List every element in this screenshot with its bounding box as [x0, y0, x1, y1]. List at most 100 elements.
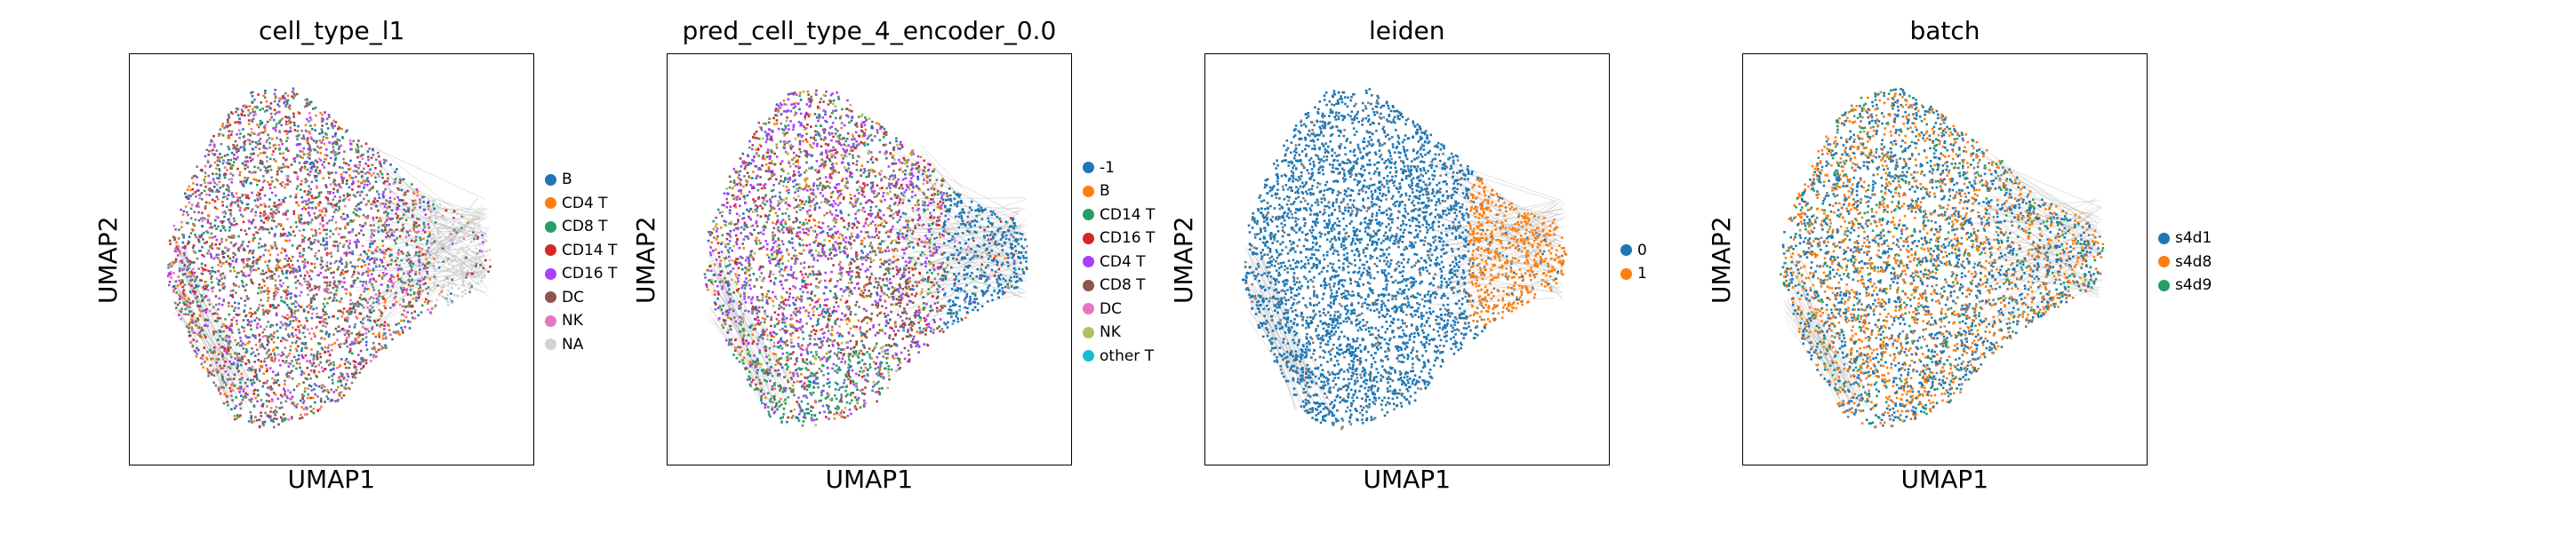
data-point: [372, 289, 376, 291]
data-point: [206, 159, 210, 163]
data-point: [259, 255, 262, 259]
data-point: [188, 201, 191, 204]
data-point: [183, 263, 187, 266]
data-point: [305, 346, 308, 350]
data-point: [352, 219, 356, 222]
legend-swatch: [545, 244, 556, 256]
data-point: [407, 304, 411, 306]
data-point: [300, 283, 303, 287]
data-point: [264, 217, 268, 220]
data-point: [439, 236, 443, 239]
data-point: [407, 283, 411, 287]
data-point: [355, 204, 358, 208]
data-point: [259, 131, 261, 134]
data-point: [247, 241, 251, 243]
data-point: [250, 368, 253, 370]
legend-item: NK: [545, 312, 583, 330]
data-point: [272, 127, 275, 130]
data-point: [303, 277, 306, 280]
data-point: [181, 241, 185, 244]
data-point: [476, 218, 480, 221]
data-point: [362, 213, 365, 217]
data-point: [365, 288, 368, 290]
data-point: [308, 151, 311, 155]
data-point: [340, 371, 342, 375]
graph-edge: [711, 246, 758, 383]
data-point: [308, 214, 311, 217]
data-point: [186, 195, 189, 198]
data-point: [192, 312, 196, 315]
data-point: [282, 282, 285, 285]
data-point: [230, 322, 233, 325]
data-point: [300, 183, 302, 186]
data-point: [320, 128, 324, 131]
data-point: [372, 309, 375, 313]
data-point: [440, 224, 444, 227]
data-point: [267, 266, 270, 270]
data-point: [341, 268, 344, 272]
data-point: [429, 311, 432, 314]
data-point: [231, 201, 234, 203]
data-point: [303, 327, 307, 330]
data-point: [323, 243, 325, 247]
data-point: [222, 192, 226, 195]
data-point: [390, 232, 394, 235]
data-point: [229, 378, 232, 381]
data-point: [888, 263, 891, 266]
data-point: [263, 357, 267, 361]
data-point: [354, 279, 356, 282]
data-point: [269, 102, 273, 105]
data-point: [236, 151, 238, 154]
data-point: [426, 262, 429, 266]
data-point: [375, 216, 379, 219]
data-point: [247, 109, 250, 112]
data-point: [304, 354, 308, 357]
data-point: [269, 277, 273, 281]
data-point: [324, 338, 326, 340]
data-point: [246, 369, 250, 371]
data-point: [261, 227, 265, 229]
data-point: [986, 253, 989, 257]
data-point: [309, 369, 313, 372]
data-point: [243, 141, 245, 144]
data-point: [307, 387, 309, 390]
data-point: [421, 228, 425, 232]
data-point: [334, 142, 337, 145]
data-point: [430, 265, 434, 267]
data-point: [308, 103, 311, 106]
data-point: [332, 126, 334, 130]
data-point: [256, 326, 259, 330]
data-point: [201, 329, 204, 331]
data-point: [332, 298, 335, 302]
data-point: [481, 234, 484, 237]
data-point: [286, 178, 289, 180]
data-point: [289, 320, 292, 323]
data-point: [188, 323, 191, 326]
data-point: [332, 333, 335, 336]
data-point: [315, 179, 318, 182]
data-point: [398, 264, 401, 267]
data-point: [268, 386, 271, 390]
data-point: [288, 307, 292, 310]
data-point: [425, 258, 428, 261]
data-point: [222, 195, 225, 199]
data-point: [248, 340, 251, 344]
data-point: [265, 352, 268, 355]
data-point: [349, 261, 352, 264]
data-point: [325, 290, 328, 293]
data-point: [412, 224, 415, 227]
data-point: [313, 383, 316, 386]
data-point: [264, 91, 267, 95]
data-point: [400, 251, 403, 253]
data-point: [791, 158, 794, 162]
data-point: [285, 289, 288, 291]
data-point: [310, 228, 313, 231]
data-point: [351, 252, 355, 256]
data-point: [217, 263, 220, 266]
data-point: [233, 407, 236, 410]
data-point: [309, 306, 312, 310]
data-point: [869, 214, 873, 218]
legend-swatch: [545, 267, 556, 280]
data-point: [454, 269, 458, 272]
data-point: [364, 142, 368, 146]
